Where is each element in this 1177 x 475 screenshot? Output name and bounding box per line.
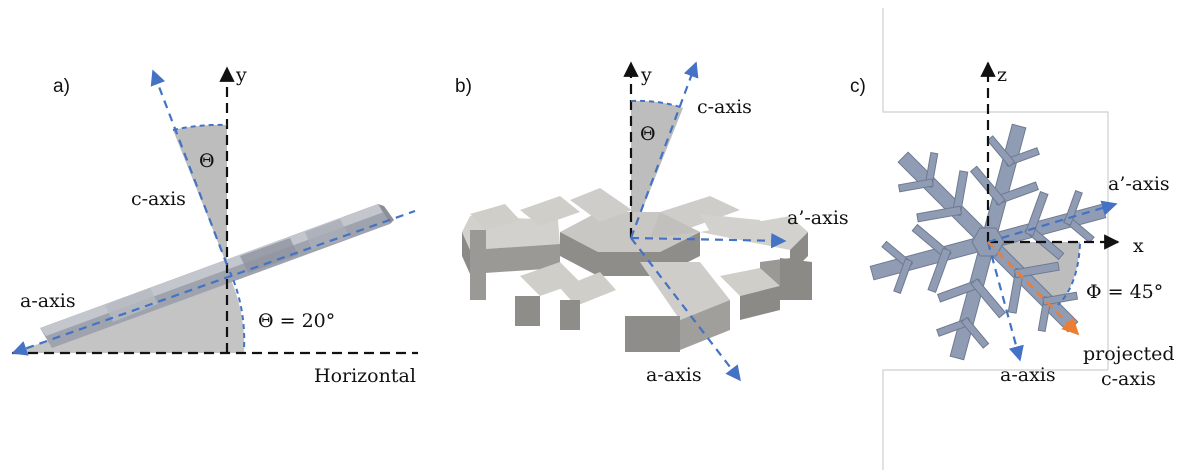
a-axis-label: a-axis bbox=[20, 290, 76, 312]
y-axis-label: y bbox=[235, 64, 247, 86]
phi-angle-label: Φ = 45° bbox=[1086, 281, 1163, 303]
theta-arc bbox=[630, 99, 684, 109]
theta-arc-bottom bbox=[229, 271, 246, 351]
snowflake-crystal-3d bbox=[462, 188, 812, 352]
frame-outline-bottom bbox=[882, 369, 1108, 470]
panel-b-label: b) bbox=[455, 76, 472, 97]
panel-c-label: c) bbox=[850, 76, 866, 97]
x-axis-label: x bbox=[1133, 235, 1144, 257]
phi-arc bbox=[1057, 243, 1081, 306]
angle-value-label: Θ = 20° bbox=[258, 310, 335, 332]
tilted-snowflake-crystal bbox=[40, 204, 394, 348]
panel-a: a) y Θ c-axis a-axis Θ = 20° Horizontal bbox=[11, 64, 418, 387]
theta-symbol: Θ bbox=[640, 123, 656, 145]
a-axis-label: a-axis bbox=[1000, 364, 1056, 386]
projected-c-axis-arrow bbox=[987, 241, 1080, 336]
panel-b: b) y Θ c-axis a’-axis a-axis bbox=[455, 61, 849, 386]
panel-c: c) z x a’-axis a-axis Φ = 45° projected … bbox=[850, 8, 1175, 470]
panel-a-label: a) bbox=[53, 76, 70, 97]
a-axis-label: a-axis bbox=[646, 364, 702, 386]
snowflake-crystal-faceon bbox=[869, 123, 1107, 361]
c-axis-arrow bbox=[150, 69, 229, 266]
a-prime-axis-label: a’-axis bbox=[787, 207, 849, 229]
projected-c-axis-label-line1: projected bbox=[1083, 343, 1175, 365]
c-axis-arrow bbox=[629, 61, 699, 239]
a-axis-arrow bbox=[630, 237, 741, 382]
y-axis-label: y bbox=[640, 64, 652, 86]
a-prime-axis-arrow bbox=[630, 233, 787, 249]
z-axis-label: z bbox=[997, 64, 1007, 86]
c-axis-label: c-axis bbox=[697, 96, 752, 118]
theta-symbol: Θ bbox=[199, 150, 215, 172]
c-axis-label: c-axis bbox=[131, 188, 186, 210]
a-prime-axis-label: a’-axis bbox=[1108, 173, 1170, 195]
a-axis-arrow bbox=[986, 241, 1024, 362]
theta-arc-top bbox=[172, 123, 228, 131]
horizontal-label: Horizontal bbox=[314, 365, 416, 387]
a-axis-line bbox=[11, 209, 416, 356]
projected-c-axis-label-line2: c-axis bbox=[1101, 368, 1156, 390]
